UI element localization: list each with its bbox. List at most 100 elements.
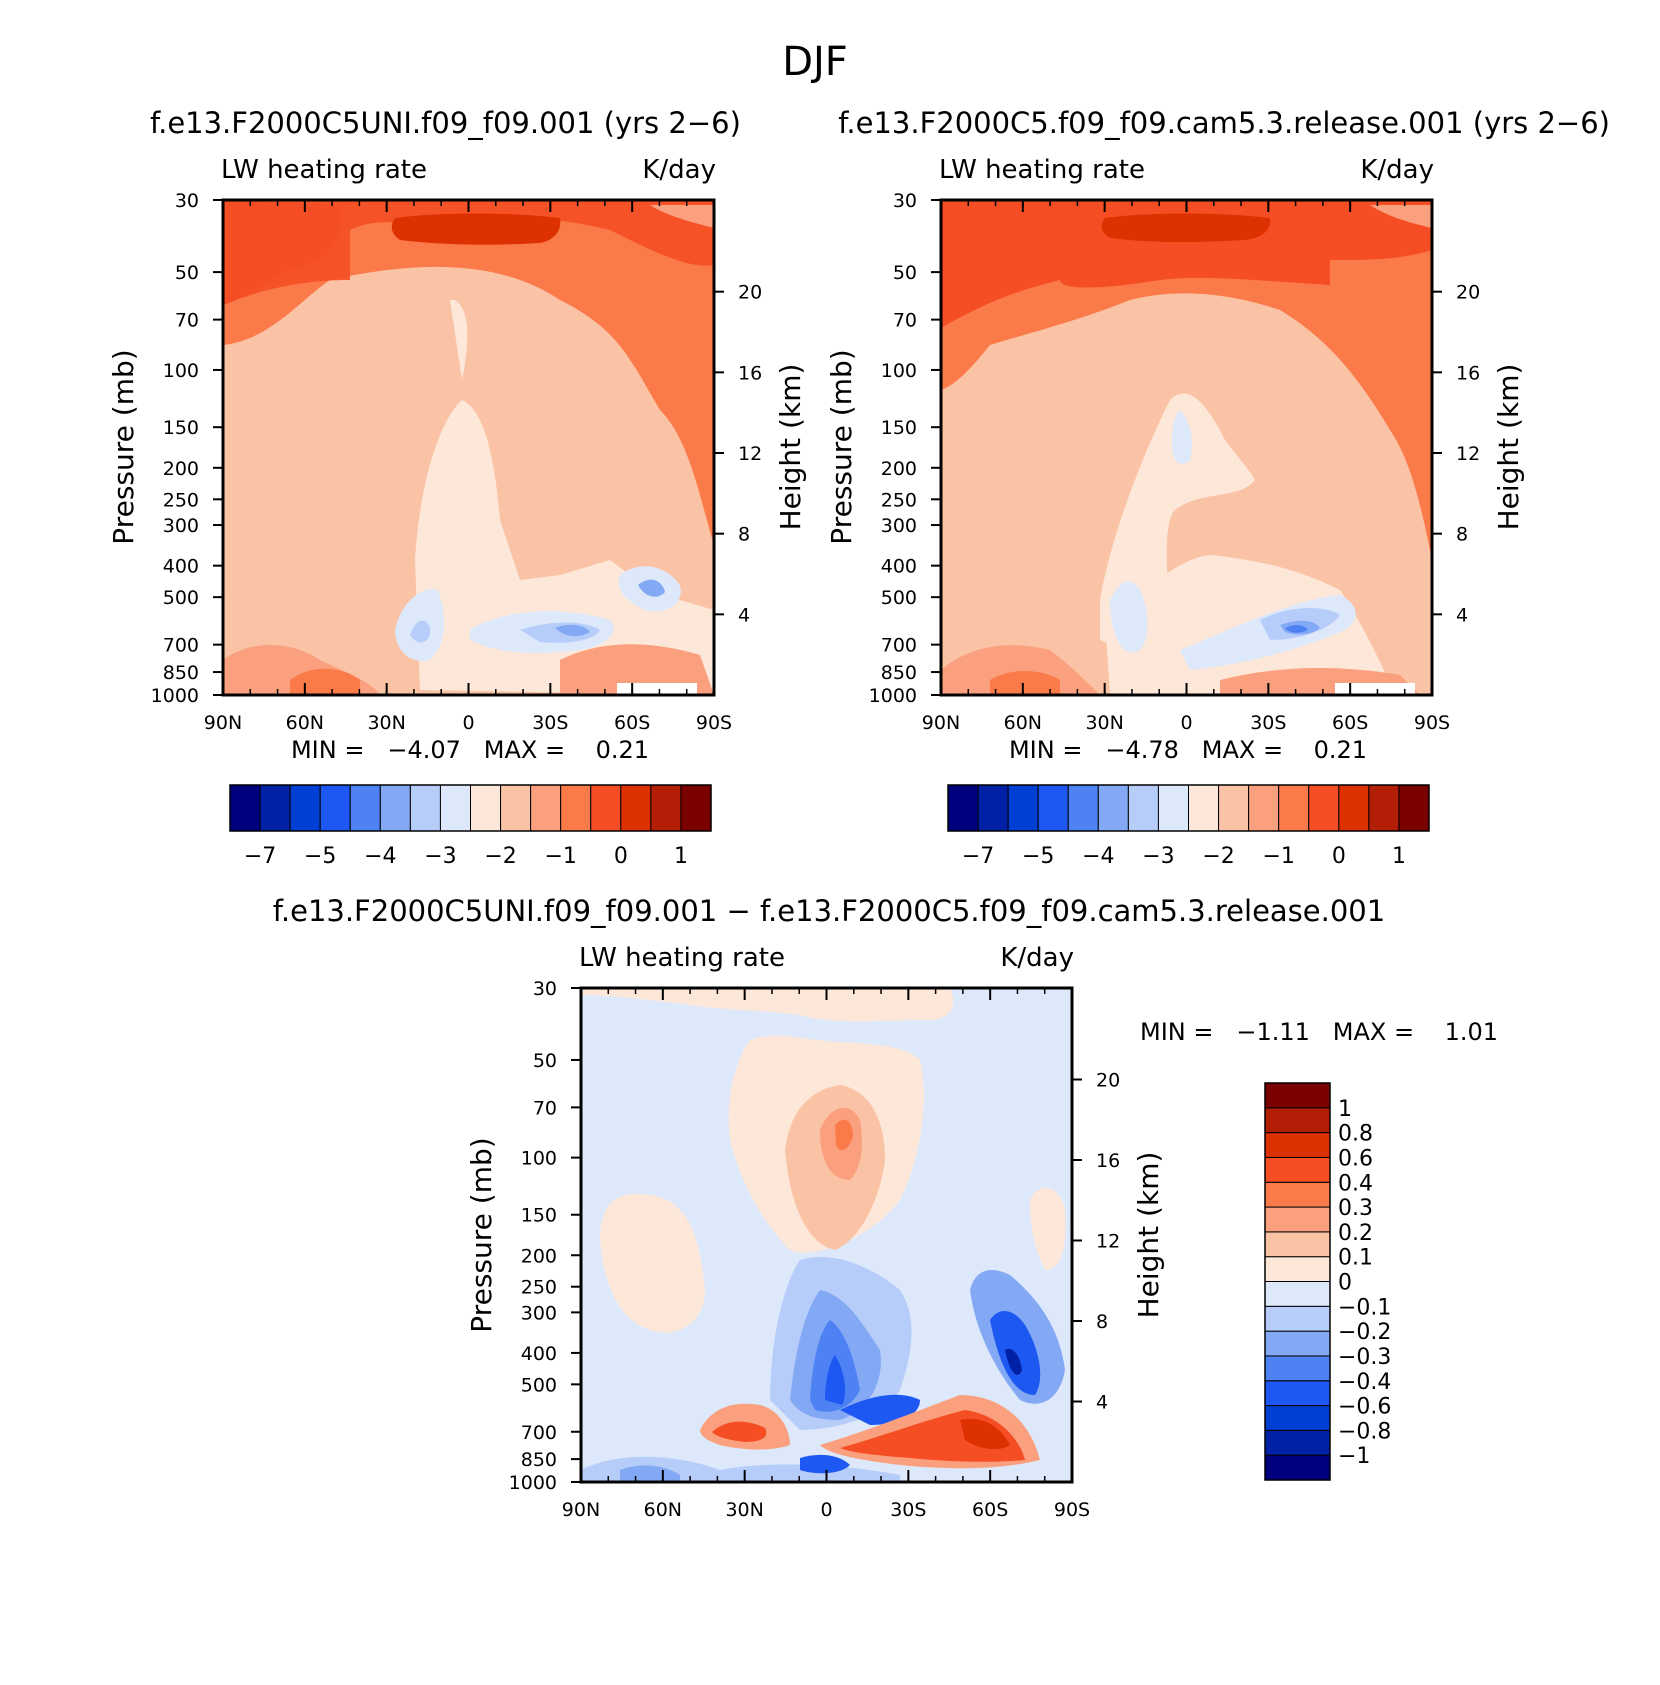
y-tick-label: 50 (175, 262, 199, 284)
y2-tick-label: 20 (738, 282, 762, 304)
y-tick-label: 70 (175, 310, 199, 332)
y2-tick-label: 4 (1456, 604, 1468, 626)
panel-c-stats: MIN = −1.11 MAX = 1.01 (1140, 1018, 1498, 1046)
colorbar-label: −1 (1338, 1444, 1370, 1469)
colorbar-swatch (1264, 1156, 1331, 1183)
colorbar-swatch (500, 784, 532, 832)
colorbar-swatch (620, 784, 652, 832)
y-tick-label: 250 (163, 489, 199, 511)
colorbar-label: −7 (962, 844, 994, 869)
panel-a-colorbar: −7 −5 −4 −3 −2 −1 0 1 (229, 784, 712, 869)
x-tick-label: 60S (1332, 712, 1368, 734)
colorbar-label: −1 (544, 844, 576, 869)
colorbar-label: 1 (674, 844, 688, 869)
colorbar-swatch (680, 784, 712, 832)
colorbar-swatch (947, 784, 979, 832)
y2-tick-label: 20 (1456, 282, 1480, 304)
colorbar-swatch (977, 784, 1009, 832)
panel-a-y2label: Height (km) (774, 364, 807, 531)
colorbar-swatch (1264, 1181, 1331, 1208)
colorbar-swatch (1398, 784, 1430, 832)
x-tick-label: 30S (1250, 712, 1286, 734)
y-tick-label: 70 (893, 310, 917, 332)
colorbar-label: −0.2 (1338, 1320, 1391, 1345)
y-tick-label: 300 (163, 515, 199, 537)
colorbar-swatch (1264, 1206, 1331, 1233)
colorbar-label: −2 (484, 844, 516, 869)
colorbar-swatch (1338, 784, 1370, 832)
colorbar-label: −4 (364, 844, 396, 869)
y-tick-label: 850 (881, 662, 917, 684)
page-title: DJF (782, 39, 848, 85)
colorbar-label: 1 (1392, 844, 1406, 869)
y-tick-label: 30 (533, 978, 557, 1000)
x-tick-label: 90N (922, 712, 960, 734)
x-tick-label: 0 (462, 712, 474, 734)
panel-c-ylabel: Pressure (mb) (465, 1137, 498, 1332)
colorbar-swatch (1264, 1330, 1331, 1357)
x-tick-label: 60N (286, 712, 324, 734)
panel-b-axes: 90N 60N 30N 0 30S 60S 90S 30 50 70 100 150 200 250 300… (869, 190, 1481, 734)
colorbar-swatch (1264, 1082, 1331, 1109)
x-tick-label: 90S (1054, 1499, 1090, 1521)
colorbar-swatch (1264, 1231, 1331, 1258)
y-tick-label: 200 (163, 458, 199, 480)
panel-a-variable-label: LW heating rate (221, 155, 427, 185)
x-tick-label: 90S (696, 712, 732, 734)
y-tick-label: 1000 (869, 685, 917, 707)
y2-tick-label: 8 (738, 524, 750, 546)
x-tick-label: 90N (204, 712, 242, 734)
panel-a-units-label: K/day (642, 155, 716, 185)
colorbar-label: −0.1 (1338, 1295, 1391, 1320)
y2-tick-label: 16 (738, 362, 762, 384)
colorbar-swatch (530, 784, 562, 832)
colorbar-swatch (1097, 784, 1129, 832)
x-tick-label: 60N (1004, 712, 1042, 734)
y-tick-label: 500 (881, 587, 917, 609)
colorbar-label: −2 (1202, 844, 1234, 869)
colorbar-swatch (1248, 784, 1280, 832)
y-tick-label: 150 (163, 417, 199, 439)
panel-b-stats: MIN = −4.78 MAX = 0.21 (1009, 736, 1367, 764)
colorbar-label: 0.8 (1338, 1122, 1373, 1147)
colorbar-swatch (650, 784, 682, 832)
y2-tick-label: 12 (1096, 1230, 1120, 1252)
y2-tick-label: 16 (1096, 1150, 1120, 1172)
colorbar-swatch (1264, 1305, 1331, 1332)
x-tick-label: 60S (972, 1499, 1008, 1521)
colorbar-swatch (1218, 784, 1250, 832)
y2-tick-label: 12 (738, 443, 762, 465)
panel-b-ylabel: Pressure (mb) (825, 349, 858, 544)
colorbar-label: −4 (1082, 844, 1114, 869)
colorbar-frame (1264, 1082, 1331, 1481)
colorbar-label: 0.4 (1338, 1171, 1373, 1196)
panel-b-units-label: K/day (1360, 155, 1434, 185)
colorbar-swatch (1264, 1429, 1331, 1456)
colorbar-swatch (1264, 1380, 1331, 1407)
colorbar-label: −0.6 (1338, 1395, 1391, 1420)
colorbar-swatch (590, 784, 622, 832)
colorbar-swatch (1264, 1132, 1331, 1158)
y-tick-label: 100 (163, 360, 199, 382)
y-tick-label: 850 (521, 1449, 557, 1471)
y2-tick-label: 12 (1456, 443, 1480, 465)
panel-c-case-title: f.e13.F2000C5UNI.f09_f09.001 − f.e13.F20… (273, 894, 1385, 928)
panel-a-field (223, 200, 714, 695)
panel-a: 90N 60N 30N 0 30S 60S 90S305070100150200250300… (107, 106, 807, 869)
colorbar-label: −1 (1262, 844, 1294, 869)
colorbar-swatch (1127, 784, 1159, 832)
colorbar-frame (947, 784, 1430, 832)
colorbar-label: 0.2 (1338, 1221, 1373, 1246)
panel-b-variable-label: LW heating rate (939, 155, 1145, 185)
y-tick-label: 150 (881, 417, 917, 439)
y-tick-label: 50 (533, 1050, 557, 1072)
x-tick-label: 30N (367, 712, 405, 734)
colorbar-label: 0.3 (1338, 1196, 1373, 1221)
colorbar-swatch (1264, 1405, 1331, 1431)
colorbar-swatch (379, 784, 411, 832)
colorbar-swatch (1278, 784, 1310, 832)
y-tick-label: 30 (175, 190, 199, 212)
x-tick-label: 30S (532, 712, 568, 734)
colorbar-label: 0 (614, 844, 628, 869)
y-tick-label: 700 (163, 635, 199, 657)
